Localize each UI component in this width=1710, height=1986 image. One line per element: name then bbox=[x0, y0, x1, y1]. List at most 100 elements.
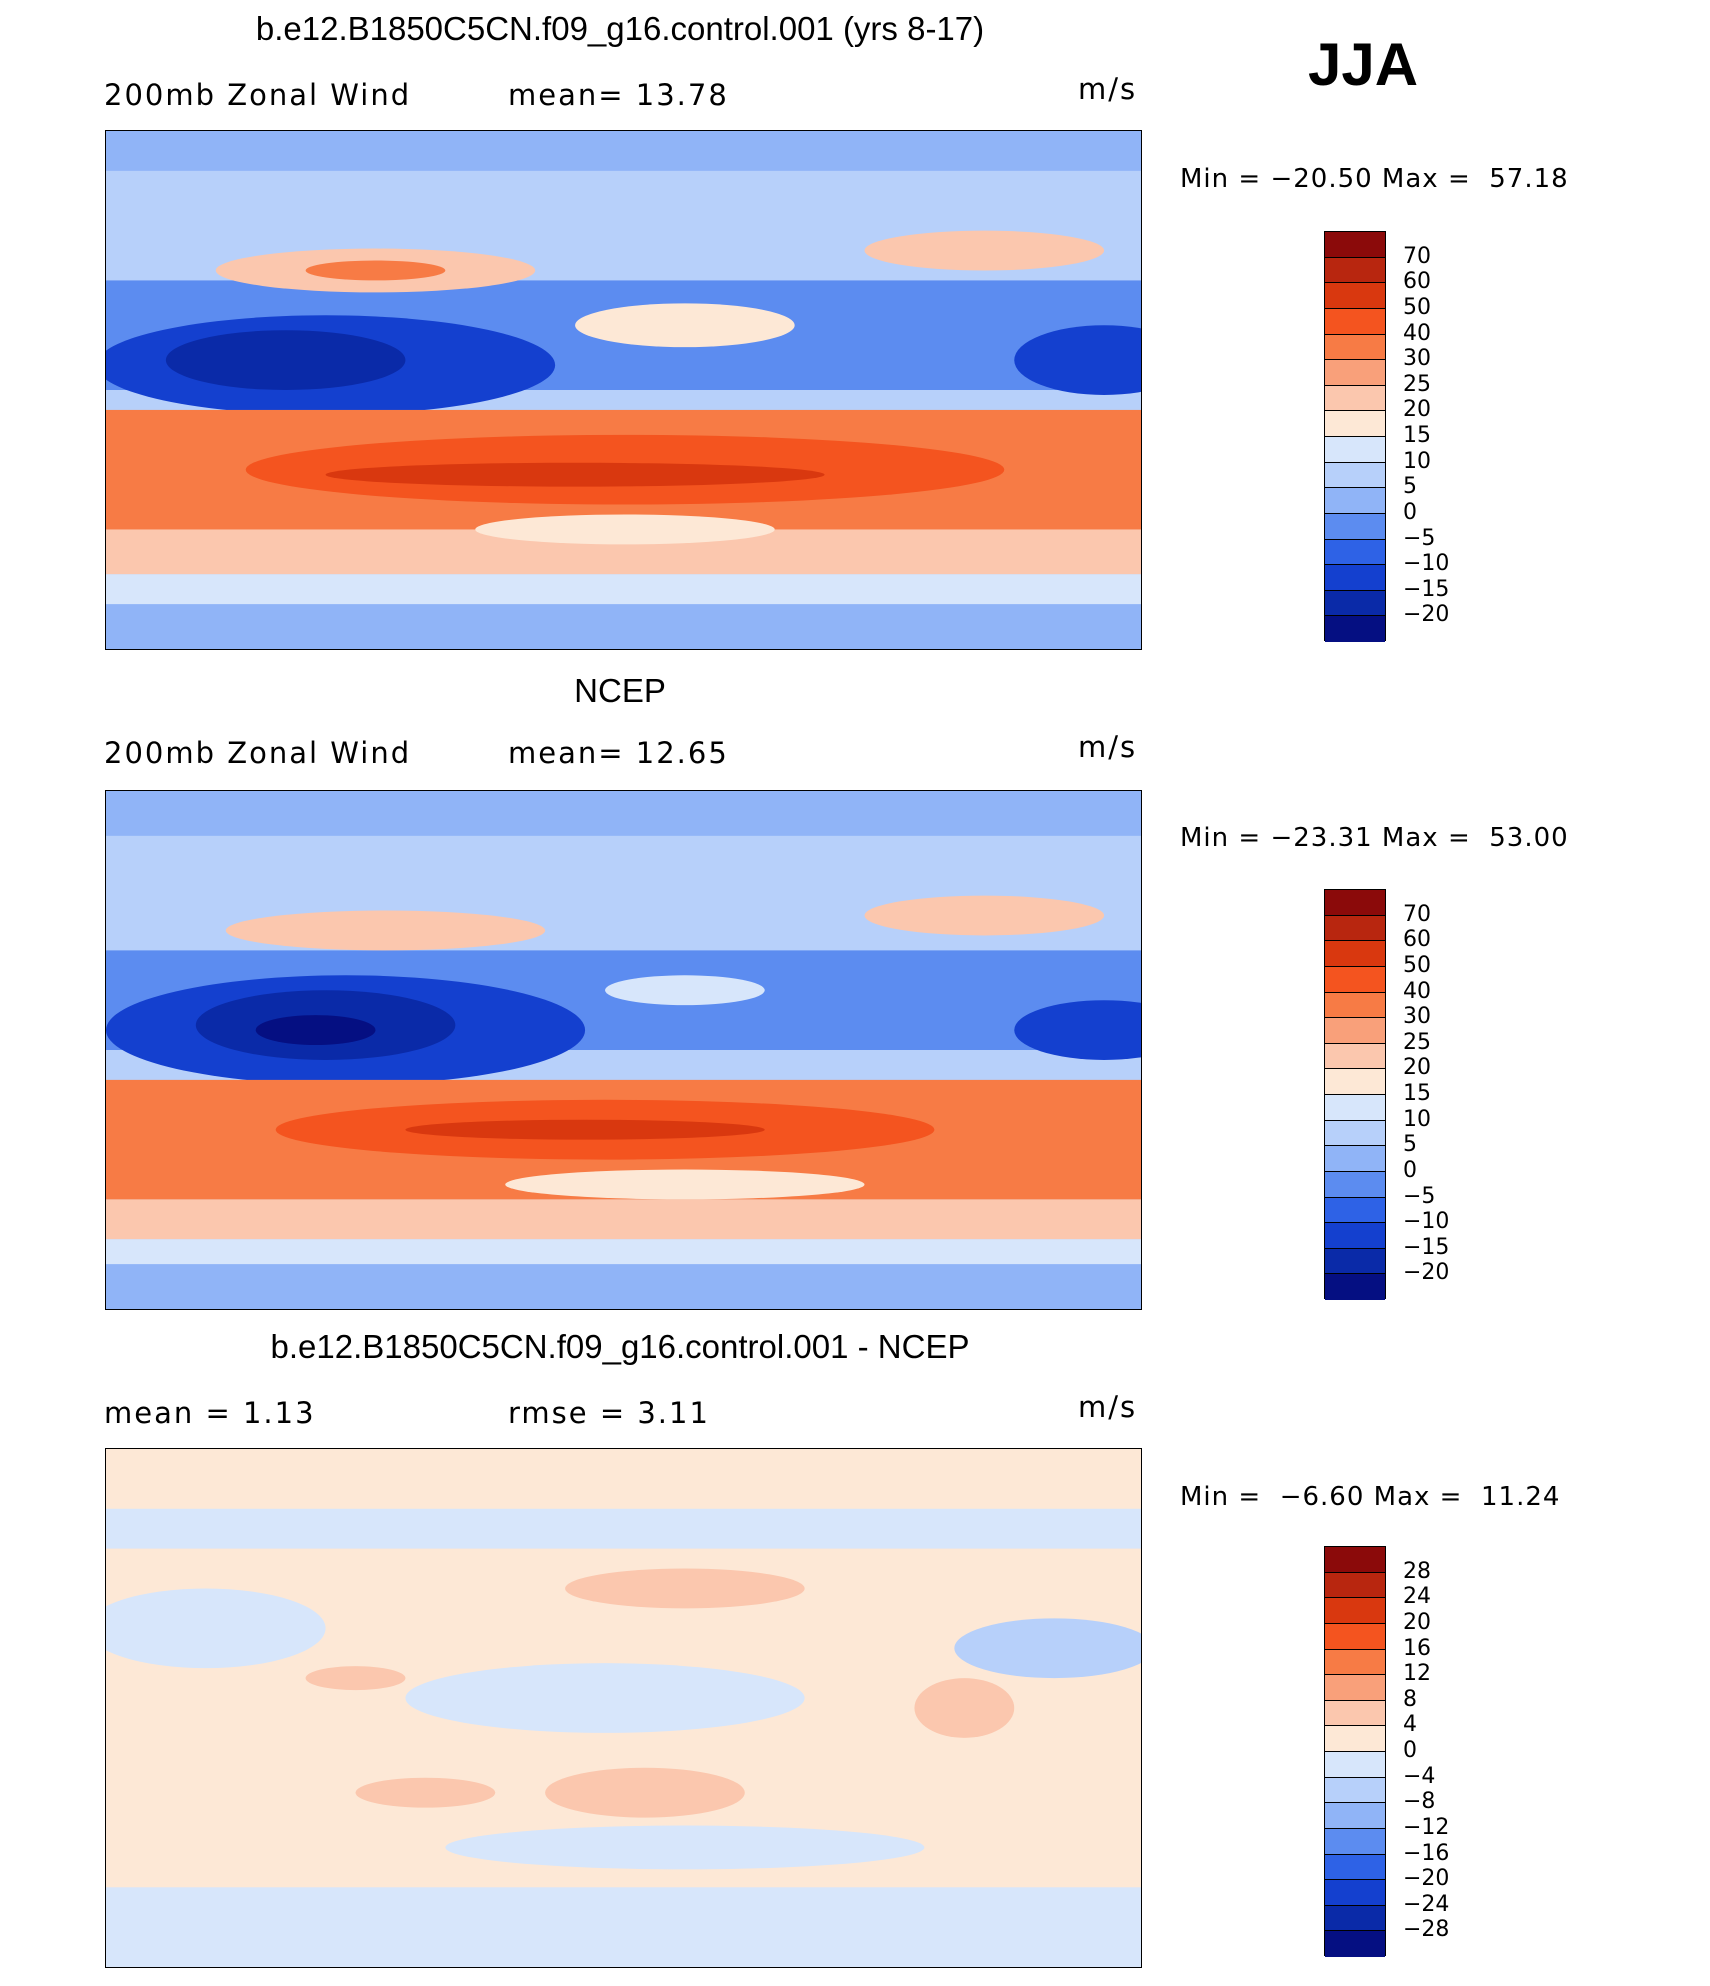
colorbar-segment bbox=[1325, 1069, 1385, 1095]
panel-2-variable-label: 200mb Zonal Wind bbox=[104, 736, 412, 770]
colorbar-segment bbox=[1325, 1598, 1385, 1624]
colorbar-tick-label: 5 bbox=[1403, 474, 1417, 500]
colorbar-segment bbox=[1325, 565, 1385, 591]
colorbar-segment bbox=[1325, 590, 1385, 617]
colorbar-segment bbox=[1325, 1726, 1385, 1752]
colorbar-segment bbox=[1325, 257, 1385, 284]
colorbar-segment bbox=[1325, 1675, 1385, 1701]
colorbar-segment bbox=[1325, 890, 1385, 916]
colorbar-segment bbox=[1325, 488, 1385, 514]
colorbar-segment bbox=[1325, 966, 1385, 993]
panel-1-minmax: Min = −20.50 Max = 57.18 bbox=[1180, 164, 1569, 194]
colorbar-tick-label: −28 bbox=[1403, 1917, 1450, 1943]
colorbar-segment bbox=[1325, 308, 1385, 335]
panel-3-rmse-label: rmse = 3.11 bbox=[508, 1396, 710, 1430]
colorbar-tick-label: 40 bbox=[1403, 978, 1431, 1004]
colorbar-segment bbox=[1325, 1854, 1385, 1881]
colorbar-segment bbox=[1325, 360, 1385, 386]
colorbar-segment bbox=[1325, 1649, 1385, 1676]
colorbar-segment bbox=[1325, 1880, 1385, 1906]
panel-2-colorbar bbox=[1324, 889, 1386, 1300]
panel-1-units: m/s bbox=[1078, 72, 1138, 106]
colorbar-tick-label: −10 bbox=[1403, 551, 1450, 577]
panel-2-mean-label: mean= 12.65 bbox=[508, 736, 729, 770]
panel-2-minmax: Min = −23.31 Max = 53.00 bbox=[1180, 823, 1569, 853]
colorbar-tick-label: −20 bbox=[1403, 602, 1450, 628]
colorbar-tick-label: 60 bbox=[1403, 927, 1431, 953]
panel-2-field bbox=[106, 791, 1141, 1309]
colorbar-tick-label: −12 bbox=[1403, 1814, 1450, 1840]
colorbar-segment bbox=[1325, 385, 1385, 412]
panel-3-title: b.e12.B1850C5CN.f09_g16.control.001 - NC… bbox=[270, 1328, 970, 1365]
colorbar-tick-label: 50 bbox=[1403, 952, 1431, 978]
colorbar-tick-label: 25 bbox=[1403, 1029, 1431, 1055]
colorbar-tick-label: 20 bbox=[1403, 1609, 1431, 1635]
colorbar-segment bbox=[1325, 1095, 1385, 1121]
season-label: JJA bbox=[1308, 31, 1419, 98]
colorbar-segment bbox=[1325, 1043, 1385, 1070]
panel-2-title: NCEP bbox=[574, 672, 666, 709]
panel-1-variable-label: 200mb Zonal Wind bbox=[104, 78, 412, 112]
colorbar-segment bbox=[1325, 283, 1385, 309]
colorbar-tick-label: 70 bbox=[1403, 901, 1431, 927]
panel-1-mean-label: mean= 13.78 bbox=[508, 78, 729, 112]
colorbar-tick-label: 10 bbox=[1403, 448, 1431, 474]
panel-1-field bbox=[106, 131, 1141, 649]
colorbar-tick-label: −15 bbox=[1403, 1234, 1450, 1260]
panel-2-units: m/s bbox=[1078, 730, 1138, 764]
colorbar-tick-label: −5 bbox=[1403, 525, 1436, 551]
colorbar-segment bbox=[1325, 915, 1385, 942]
colorbar-segment bbox=[1325, 1777, 1385, 1804]
colorbar-segment bbox=[1325, 616, 1385, 642]
colorbar-segment bbox=[1325, 1931, 1385, 1957]
colorbar-segment bbox=[1325, 1803, 1385, 1829]
colorbar-segment bbox=[1325, 1223, 1385, 1249]
colorbar-tick-label: 20 bbox=[1403, 397, 1431, 423]
colorbar-segment bbox=[1325, 1018, 1385, 1044]
colorbar-tick-label: 15 bbox=[1403, 423, 1431, 448]
panel-1-title: b.e12.B1850C5CN.f09_g16.control.001 (yrs… bbox=[255, 10, 985, 47]
colorbar-tick-label: 0 bbox=[1403, 1738, 1417, 1763]
colorbar-tick-label: 40 bbox=[1403, 320, 1431, 346]
colorbar-segment bbox=[1325, 513, 1385, 540]
colorbar-segment bbox=[1325, 334, 1385, 361]
colorbar-tick-label: −8 bbox=[1403, 1789, 1436, 1815]
colorbar-segment bbox=[1325, 1248, 1385, 1275]
colorbar-tick-label: 24 bbox=[1403, 1584, 1431, 1610]
colorbar-tick-label: 16 bbox=[1403, 1635, 1431, 1661]
colorbar-segment bbox=[1325, 992, 1385, 1019]
colorbar-tick-label: 30 bbox=[1403, 1004, 1431, 1030]
colorbar-tick-label: −5 bbox=[1403, 1183, 1436, 1209]
colorbar-tick-label: 15 bbox=[1403, 1081, 1431, 1106]
colorbar-segment bbox=[1325, 1171, 1385, 1198]
colorbar-tick-label: 12 bbox=[1403, 1661, 1431, 1687]
colorbar-tick-label: 50 bbox=[1403, 294, 1431, 320]
colorbar-segment bbox=[1325, 462, 1385, 489]
panel-2-map bbox=[105, 790, 1142, 1310]
panel-1-map bbox=[105, 130, 1142, 650]
colorbar-segment bbox=[1325, 1905, 1385, 1932]
colorbar-tick-label: 0 bbox=[1403, 499, 1417, 525]
colorbar-tick-label: 20 bbox=[1403, 1055, 1431, 1081]
panel-3-colorbar bbox=[1324, 1546, 1386, 1957]
colorbar-segment bbox=[1325, 1572, 1385, 1599]
colorbar-segment bbox=[1325, 1828, 1385, 1855]
colorbar-tick-label: −4 bbox=[1403, 1763, 1436, 1789]
colorbar-tick-label: 10 bbox=[1403, 1106, 1431, 1132]
colorbar-segment bbox=[1325, 1146, 1385, 1172]
colorbar-segment bbox=[1325, 1197, 1385, 1224]
panel-3-minmax: Min = −6.60 Max = 11.24 bbox=[1180, 1482, 1561, 1512]
panel-3-field bbox=[106, 1449, 1141, 1967]
colorbar-tick-label: −20 bbox=[1403, 1260, 1450, 1286]
colorbar-tick-label: 30 bbox=[1403, 346, 1431, 372]
colorbar-tick-label: 8 bbox=[1403, 1686, 1417, 1712]
colorbar-tick-label: 4 bbox=[1403, 1712, 1417, 1738]
colorbar-segment bbox=[1325, 411, 1385, 437]
colorbar-tick-label: 70 bbox=[1403, 243, 1431, 269]
panel-1-colorbar bbox=[1324, 231, 1386, 642]
colorbar-segment bbox=[1325, 1547, 1385, 1573]
colorbar-tick-label: −16 bbox=[1403, 1840, 1450, 1866]
colorbar-tick-label: −15 bbox=[1403, 576, 1450, 602]
panel-3-mean-label: mean = 1.13 bbox=[104, 1396, 316, 1430]
colorbar-segment bbox=[1325, 437, 1385, 463]
